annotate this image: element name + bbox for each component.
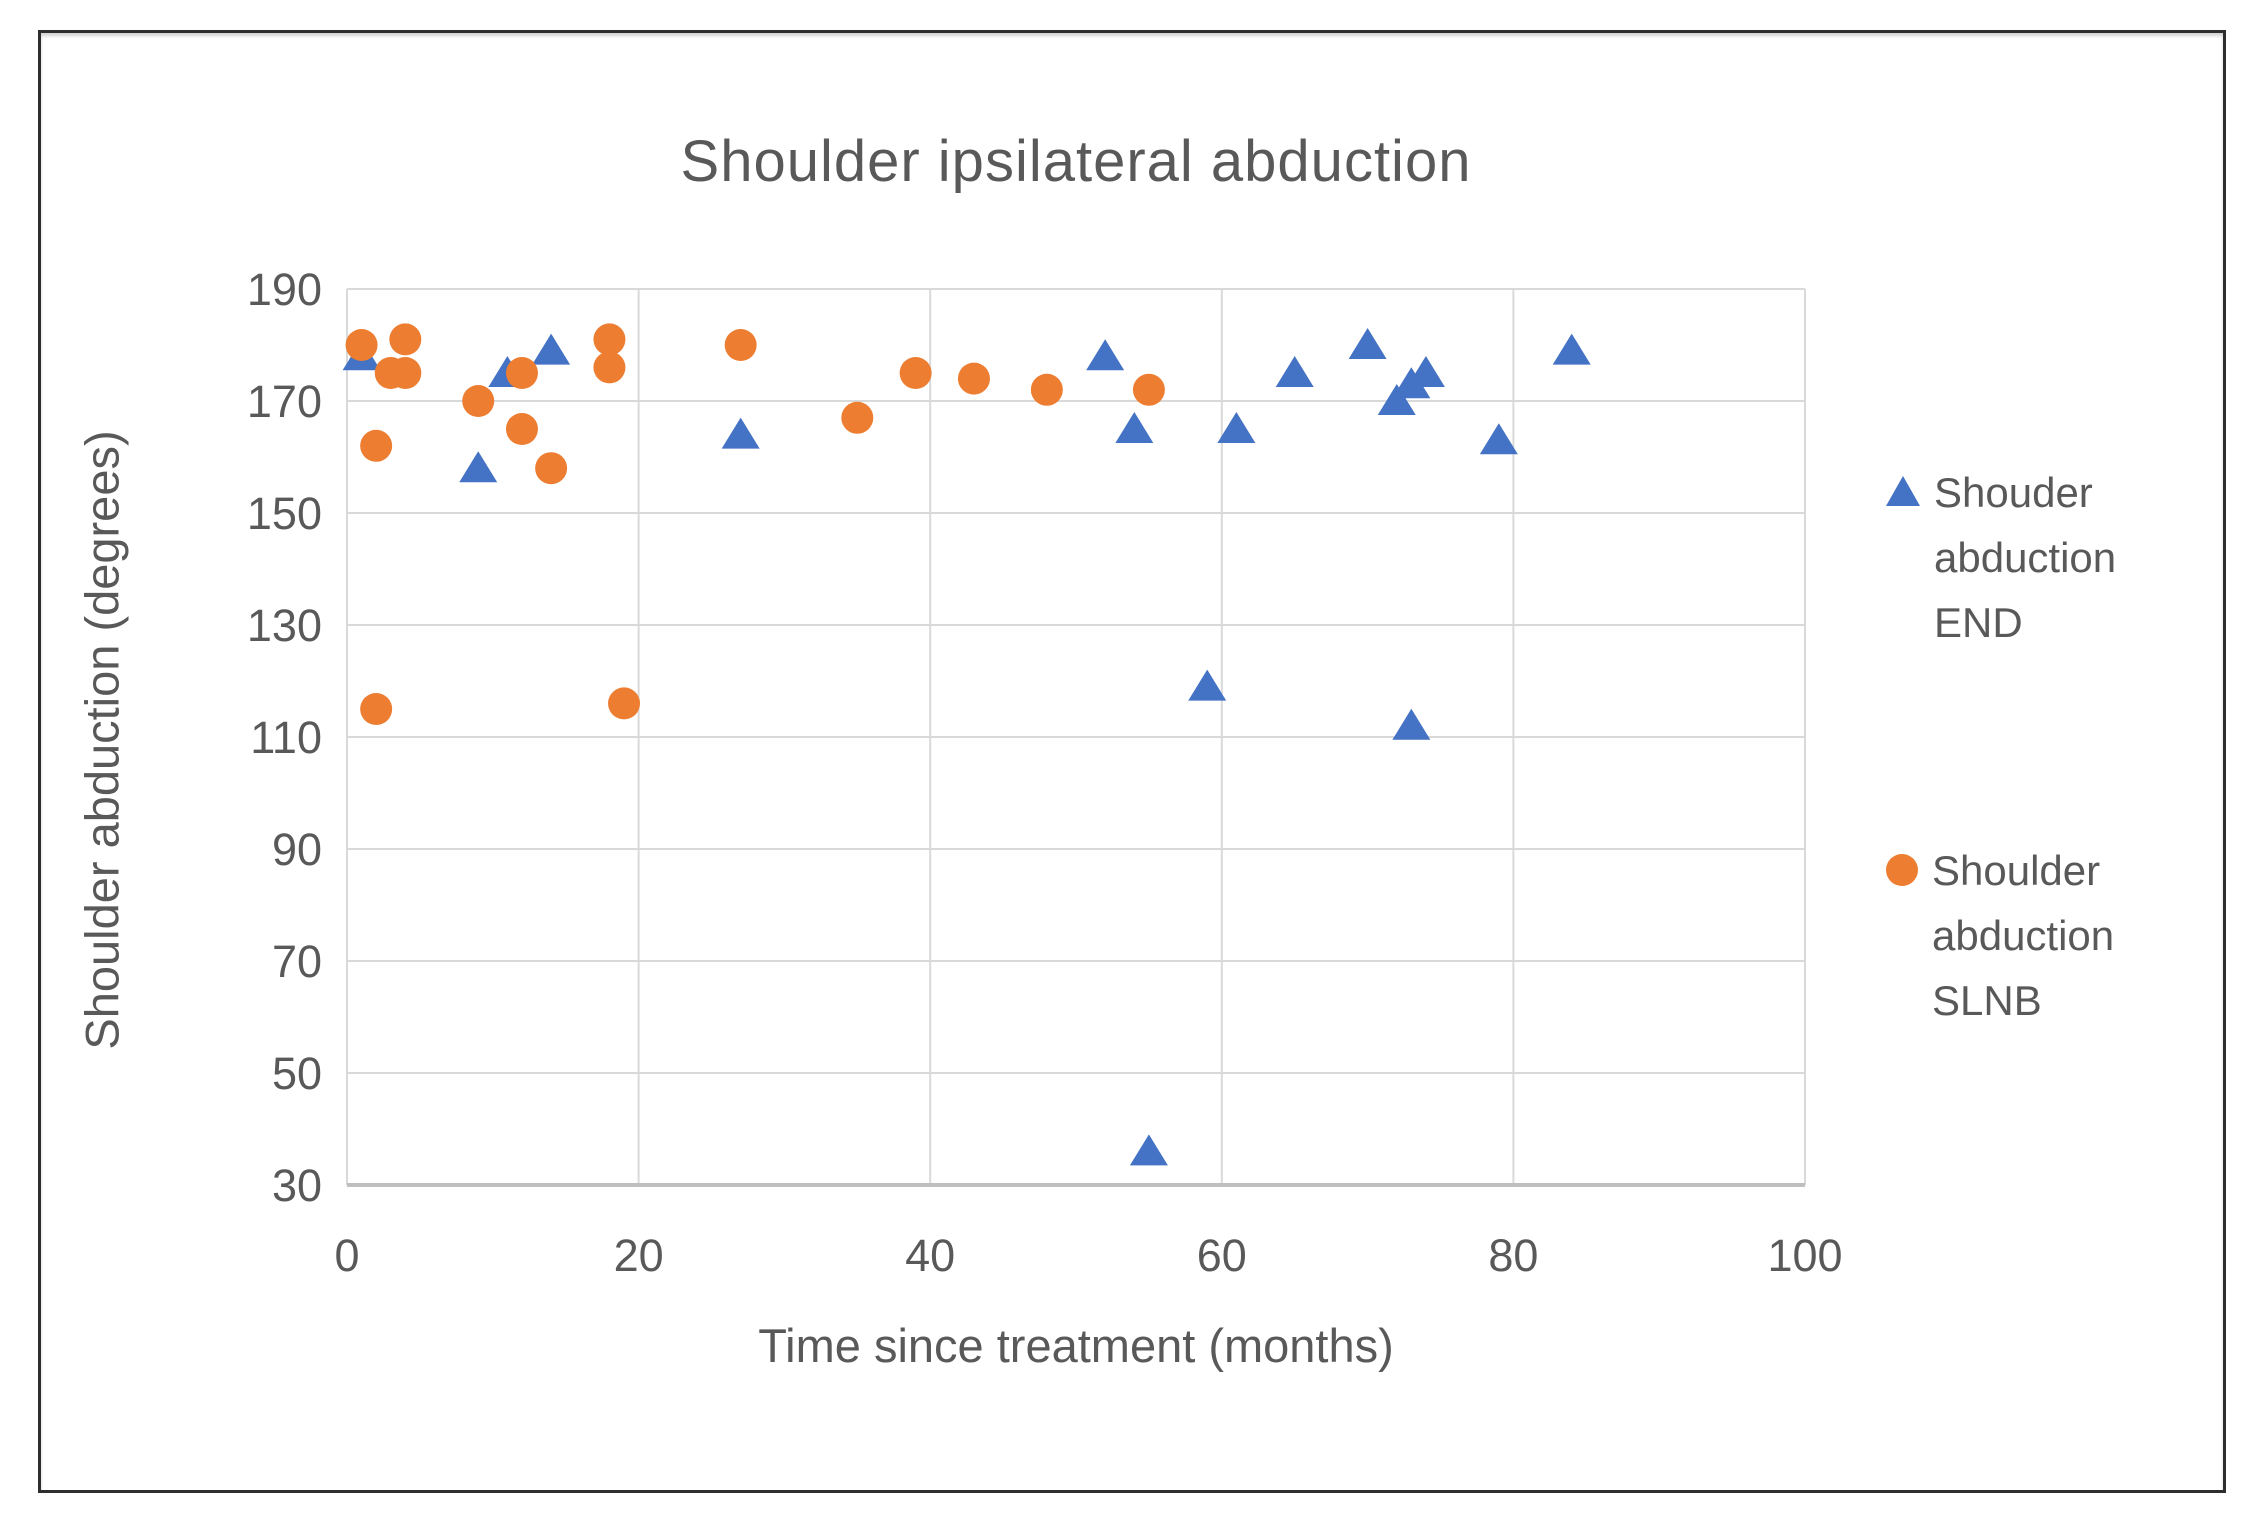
slnb-data-point [345, 329, 378, 361]
slnb-data-point [389, 357, 422, 389]
x-axis-title: Time since treatment (months) [758, 1319, 1394, 1372]
slnb-data-point [360, 429, 393, 462]
end-data-point [1392, 708, 1431, 740]
end-data-point [1479, 423, 1518, 455]
y-tick-label: 90 [272, 824, 322, 875]
end-data-point [721, 417, 760, 449]
y-tick-label: 190 [247, 264, 322, 315]
y-tick-label: 170 [247, 376, 322, 427]
y-tick-label: 30 [272, 1160, 322, 1211]
figure-border [38, 30, 2226, 1493]
end-data-point [1188, 669, 1227, 701]
end-data-point [1115, 412, 1154, 443]
x-tick-label: 100 [1767, 1230, 1842, 1281]
end-data-point [1275, 356, 1314, 387]
end-data-point [1348, 328, 1387, 359]
end-data-point [1552, 333, 1591, 365]
y-tick-label: 130 [247, 600, 322, 651]
end-data-point [1406, 356, 1445, 387]
x-tick-label: 80 [1488, 1230, 1538, 1281]
slnb-data-point [535, 452, 568, 485]
slnb-data-point [608, 687, 641, 720]
slnb-data-point [505, 357, 538, 389]
end-data-point [1086, 339, 1125, 371]
slnb-data-point [841, 401, 874, 434]
y-tick-label: 50 [272, 1048, 322, 1099]
end-data-point [1217, 412, 1256, 443]
legend-label-end: Shouder abduction END [1934, 469, 2117, 647]
y-tick-label: 70 [272, 936, 322, 987]
y-tick-label: 150 [247, 488, 322, 539]
slnb-data-point [1030, 373, 1063, 406]
y-axis-title: Shoulder abduction (degrees) [75, 430, 129, 1050]
x-tick-label: 40 [905, 1230, 955, 1281]
end-data-point [1129, 1134, 1168, 1166]
slnb-data-point [724, 329, 757, 361]
end-data-point [532, 333, 571, 365]
slnb-data-point [957, 362, 990, 395]
slnb-data-point [1132, 373, 1165, 406]
end-data-point [1377, 384, 1416, 415]
x-tick-label: 20 [614, 1230, 664, 1281]
slnb-data-point [389, 323, 422, 356]
y-tick-label: 110 [250, 712, 322, 763]
slnb-data-point [593, 323, 626, 356]
triangle-marker-icon [1886, 476, 1920, 506]
slnb-data-point [899, 357, 932, 389]
slnb-data-point [505, 413, 538, 445]
legend-label-slnb: Shoulder abduction SLNB [1932, 847, 2115, 1025]
x-tick-label: 0 [334, 1230, 359, 1281]
slnb-data-point [462, 385, 495, 417]
legend-entry-slnb: Shoulder abduction SLNB [1886, 838, 2236, 1033]
legend-entry-end: Shouder abduction END [1886, 460, 2236, 655]
chart-title: Shoulder ipsilateral abduction [680, 129, 1472, 194]
end-data-point [459, 451, 498, 483]
x-tick-label: 60 [1197, 1230, 1247, 1281]
slnb-data-point [360, 693, 393, 725]
circle-marker-icon [1886, 854, 1918, 886]
slnb-data-point [593, 351, 626, 384]
